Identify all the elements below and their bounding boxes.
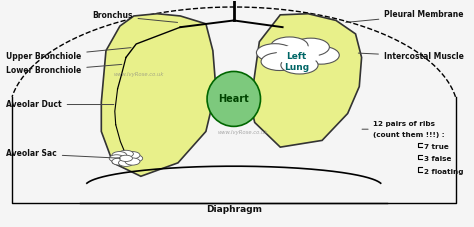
Text: www.IvyRose.co.uk: www.IvyRose.co.uk: [113, 72, 164, 77]
Circle shape: [125, 152, 140, 159]
Circle shape: [125, 158, 140, 165]
Text: Diaphragm: Diaphragm: [206, 205, 262, 215]
Circle shape: [256, 44, 293, 62]
Text: Pleural Membrane: Pleural Membrane: [346, 10, 464, 22]
Circle shape: [118, 159, 133, 166]
Circle shape: [281, 56, 318, 74]
Text: (count them !!!) :: (count them !!!) :: [373, 132, 445, 138]
Text: Intercostal Muscle: Intercostal Muscle: [358, 52, 464, 61]
Text: Bronchus: Bronchus: [92, 11, 178, 22]
Text: 2 floating: 2 floating: [424, 169, 464, 175]
Circle shape: [128, 155, 143, 162]
Circle shape: [119, 155, 132, 161]
Circle shape: [276, 45, 319, 66]
Text: 7 true: 7 true: [424, 144, 449, 150]
Text: Aveolar Duct: Aveolar Duct: [6, 100, 114, 109]
Polygon shape: [250, 14, 362, 147]
Text: Upper Bronchiole: Upper Bronchiole: [6, 48, 131, 61]
Circle shape: [112, 158, 127, 165]
Text: Aveolar Sac: Aveolar Sac: [6, 149, 120, 158]
Circle shape: [271, 37, 308, 55]
Circle shape: [302, 46, 339, 64]
Circle shape: [109, 155, 124, 162]
Ellipse shape: [207, 72, 261, 126]
Text: Lower Bronchiole: Lower Bronchiole: [6, 64, 122, 75]
Text: 12 pairs of ribs: 12 pairs of ribs: [373, 121, 435, 127]
Circle shape: [261, 53, 298, 71]
Circle shape: [112, 152, 127, 159]
Polygon shape: [101, 14, 215, 176]
Circle shape: [118, 150, 133, 158]
Circle shape: [292, 38, 329, 56]
Text: Left
Lung: Left Lung: [284, 52, 309, 72]
Text: 3 false: 3 false: [424, 156, 452, 163]
Text: Heart: Heart: [219, 94, 249, 104]
Text: www.IvyRose.co.uk: www.IvyRose.co.uk: [218, 130, 268, 135]
